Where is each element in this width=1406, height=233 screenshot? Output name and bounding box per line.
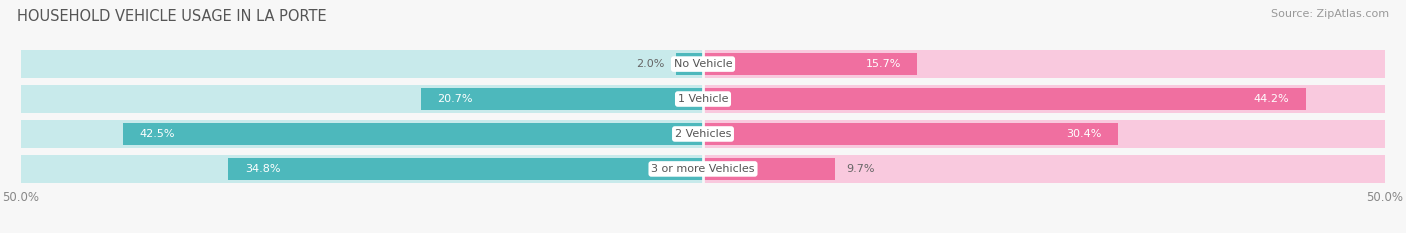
Text: 2 Vehicles: 2 Vehicles [675,129,731,139]
Text: 1 Vehicle: 1 Vehicle [678,94,728,104]
Text: 20.7%: 20.7% [437,94,472,104]
Text: HOUSEHOLD VEHICLE USAGE IN LA PORTE: HOUSEHOLD VEHICLE USAGE IN LA PORTE [17,9,326,24]
Bar [703,50,1385,78]
Text: 44.2%: 44.2% [1254,94,1289,104]
Bar [676,53,703,75]
Bar [703,123,1118,145]
Bar [703,88,1306,110]
Text: 30.4%: 30.4% [1066,129,1101,139]
Text: 9.7%: 9.7% [846,164,875,174]
Text: 34.8%: 34.8% [245,164,280,174]
Text: No Vehicle: No Vehicle [673,59,733,69]
Text: 2.0%: 2.0% [637,59,665,69]
Text: Source: ZipAtlas.com: Source: ZipAtlas.com [1271,9,1389,19]
Text: 3 or more Vehicles: 3 or more Vehicles [651,164,755,174]
Bar [703,120,1385,148]
Bar [420,88,703,110]
Bar [703,158,835,180]
Text: 42.5%: 42.5% [139,129,176,139]
Bar [228,158,703,180]
Bar [124,123,703,145]
Bar [703,53,917,75]
Bar [21,155,703,183]
Bar [21,50,703,78]
Bar [21,85,703,113]
Bar [21,120,703,148]
Text: 15.7%: 15.7% [865,59,901,69]
Bar [703,155,1385,183]
Bar [703,85,1385,113]
